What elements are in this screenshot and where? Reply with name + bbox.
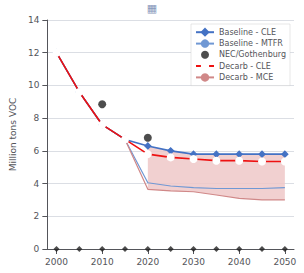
svg-text:8: 8: [34, 113, 40, 123]
svg-text:14: 14: [28, 15, 40, 25]
svg-text:▦: ▦: [147, 2, 157, 15]
svg-text:4: 4: [34, 179, 40, 189]
svg-text:2030: 2030: [182, 257, 205, 267]
svg-text:NEC/Gothenburg: NEC/Gothenburg: [219, 50, 286, 59]
svg-text:6: 6: [34, 146, 40, 156]
svg-text:Baseline - CLE: Baseline - CLE: [219, 28, 276, 37]
svg-text:12: 12: [28, 48, 39, 58]
svg-text:2050: 2050: [273, 257, 296, 267]
svg-text:2: 2: [34, 211, 40, 221]
svg-text:2010: 2010: [91, 257, 114, 267]
svg-text:10: 10: [28, 80, 40, 90]
svg-text:2020: 2020: [136, 257, 159, 267]
svg-text:2000: 2000: [45, 257, 68, 267]
svg-text:Decarb - CLE: Decarb - CLE: [219, 62, 271, 71]
svg-text:0: 0: [34, 244, 40, 254]
svg-text:2040: 2040: [228, 257, 251, 267]
svg-text:Baseline - MTFR: Baseline - MTFR: [219, 39, 283, 48]
svg-text:Million tons VOC: Million tons VOC: [8, 98, 18, 172]
svg-text:Decarb - MCE: Decarb - MCE: [219, 73, 273, 82]
